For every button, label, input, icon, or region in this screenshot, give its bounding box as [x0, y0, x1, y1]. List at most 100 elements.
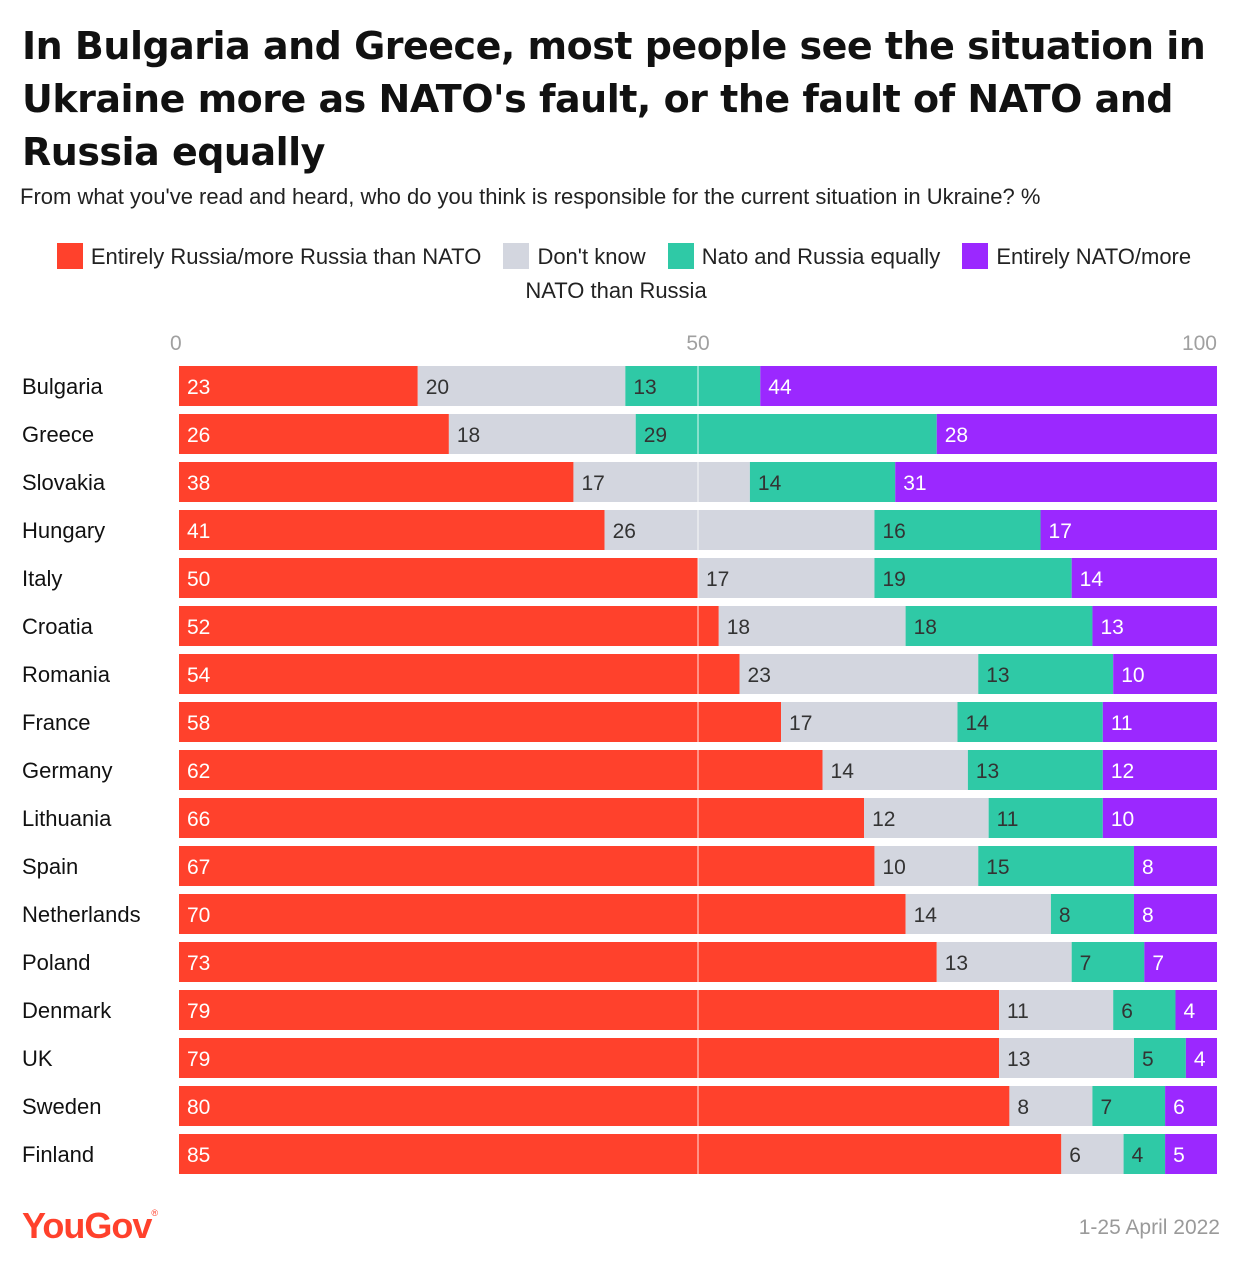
category-label-bulgaria: Bulgaria	[22, 374, 103, 399]
data-label-equal-italy: 19	[882, 568, 905, 591]
bar-nato-netherlands	[1133, 894, 1217, 934]
bar-nato-spain	[1133, 846, 1217, 886]
bar-russia-slovakia	[179, 462, 574, 502]
data-label-equal-greece: 29	[644, 424, 667, 447]
category-label-uk: UK	[22, 1046, 53, 1071]
category-label-romania: Romania	[22, 662, 111, 687]
data-label-equal-poland: 7	[1080, 952, 1092, 975]
bar-nato-finland	[1165, 1134, 1217, 1174]
data-label-russia-germany: 62	[187, 760, 210, 783]
data-label-dont_know-denmark: 11	[1007, 1000, 1029, 1023]
data-label-nato-sweden: 6	[1173, 1096, 1185, 1119]
bar-dont_know-finland	[1061, 1134, 1124, 1174]
bar-nato-italy	[1071, 558, 1217, 598]
legend-label-dont-know: Don't know	[537, 244, 646, 269]
category-label-lithuania: Lithuania	[22, 806, 112, 831]
bar-russia-spain	[179, 846, 875, 886]
legend-item-russia: Entirely Russia/more Russia than NATO	[56, 243, 481, 269]
data-label-dont_know-sweden: 8	[1017, 1096, 1029, 1119]
bar-russia-lithuania	[179, 798, 865, 838]
data-label-equal-france: 14	[966, 712, 990, 735]
bar-dont_know-sweden	[1009, 1086, 1093, 1126]
data-label-dont_know-italy: 17	[706, 568, 729, 591]
bar-nato-hungary	[1040, 510, 1217, 550]
legend-item-nato: Entirely NATO/more NATO than Russia	[525, 243, 1191, 303]
data-label-russia-france: 58	[187, 712, 210, 735]
bar-russia-germany	[179, 750, 823, 790]
data-label-russia-netherlands: 70	[187, 904, 210, 927]
legend-item-dont-know: Don't know	[503, 243, 646, 269]
data-label-dont_know-spain: 10	[882, 856, 905, 879]
bar-equal-poland	[1071, 942, 1145, 982]
bar-dont_know-denmark	[999, 990, 1114, 1030]
data-label-nato-romania: 10	[1121, 664, 1144, 687]
legend-swatch-nato	[962, 243, 989, 269]
bar-dont_know-greece	[448, 414, 636, 454]
chart-title: In Bulgaria and Greece, most people see …	[22, 24, 1206, 174]
data-label-russia-denmark: 79	[187, 1000, 210, 1023]
category-label-sweden: Sweden	[22, 1094, 102, 1119]
bar-equal-germany	[967, 750, 1103, 790]
data-label-dont_know-greece: 18	[457, 424, 480, 447]
data-label-equal-sweden: 7	[1100, 1096, 1112, 1119]
data-label-equal-hungary: 16	[882, 520, 905, 543]
data-label-equal-germany: 13	[976, 760, 999, 783]
category-label-netherlands: Netherlands	[22, 902, 141, 927]
data-label-russia-romania: 54	[187, 664, 211, 687]
data-label-dont_know-lithuania: 12	[872, 808, 895, 831]
data-label-nato-poland: 7	[1152, 952, 1164, 975]
bar-russia-finland	[179, 1134, 1062, 1174]
legend-swatch-equal	[667, 243, 694, 269]
bar-nato-denmark	[1175, 990, 1217, 1030]
bar-nato-poland	[1144, 942, 1217, 982]
category-label-france: France	[22, 710, 90, 735]
data-label-nato-greece: 28	[945, 424, 968, 447]
data-label-nato-slovakia: 31	[903, 472, 926, 495]
bar-equal-france	[957, 702, 1103, 742]
data-label-equal-lithuania: 11	[997, 808, 1019, 831]
bar-dont_know-romania	[739, 654, 979, 694]
category-label-poland: Poland	[22, 950, 91, 975]
bar-dont_know-italy	[698, 558, 875, 598]
data-label-equal-slovakia: 14	[758, 472, 782, 495]
bar-russia-netherlands	[179, 894, 906, 934]
bar-equal-bulgaria	[625, 366, 761, 406]
data-label-nato-denmark: 4	[1183, 1000, 1195, 1023]
data-label-dont_know-netherlands: 14	[914, 904, 938, 927]
legend-swatch-russia	[56, 243, 83, 269]
data-label-dont_know-slovakia: 17	[581, 472, 604, 495]
data-label-russia-italy: 50	[187, 568, 210, 591]
data-label-equal-bulgaria: 13	[633, 376, 656, 399]
category-label-italy: Italy	[22, 566, 62, 591]
data-label-russia-greece: 26	[187, 424, 210, 447]
data-label-dont_know-bulgaria: 20	[426, 376, 449, 399]
x-tick-label-100: 100	[1182, 332, 1217, 355]
bar-nato-bulgaria	[760, 366, 1217, 406]
bar-dont_know-hungary	[604, 510, 875, 550]
data-label-nato-germany: 12	[1111, 760, 1134, 783]
registered-mark: ®	[151, 1208, 158, 1218]
data-label-nato-bulgaria: 44	[768, 376, 792, 399]
data-label-russia-sweden: 80	[187, 1096, 210, 1119]
data-label-russia-croatia: 52	[187, 616, 210, 639]
data-label-russia-lithuania: 66	[187, 808, 210, 831]
data-label-nato-croatia: 13	[1100, 616, 1123, 639]
data-label-russia-hungary: 41	[187, 520, 210, 543]
bar-nato-romania	[1113, 654, 1217, 694]
bar-russia-croatia	[179, 606, 719, 646]
bar-dont_know-poland	[936, 942, 1072, 982]
data-label-russia-uk: 79	[187, 1048, 210, 1071]
bar-dont_know-uk	[999, 1038, 1134, 1078]
bar-russia-denmark	[179, 990, 1000, 1030]
data-label-dont_know-croatia: 18	[727, 616, 750, 639]
category-label-hungary: Hungary	[22, 518, 105, 543]
data-label-nato-france: 11	[1111, 712, 1133, 735]
bar-equal-finland	[1123, 1134, 1166, 1174]
category-label-germany: Germany	[22, 758, 112, 783]
category-label-greece: Greece	[22, 422, 94, 447]
data-label-nato-finland: 5	[1173, 1144, 1185, 1167]
category-label-croatia: Croatia	[22, 614, 94, 639]
bar-dont_know-spain	[874, 846, 979, 886]
bar-dont_know-croatia	[718, 606, 906, 646]
